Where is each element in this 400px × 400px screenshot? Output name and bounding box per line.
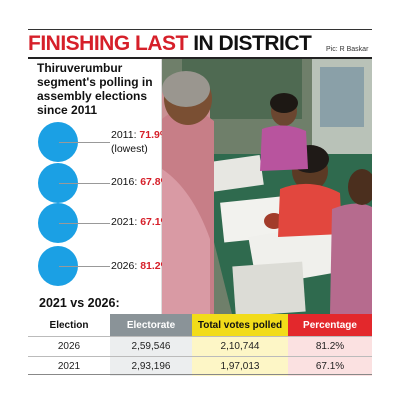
year-2026-connector	[59, 266, 110, 267]
photo-credit: Pic: R Baskar	[326, 46, 369, 53]
headline-part-red: FINISHING LAST	[28, 32, 188, 55]
polling-panel: Thiruverumbur segment's polling in assem…	[28, 59, 170, 314]
cell-electorate: 2,93,196	[110, 356, 192, 376]
cell-total-votes: 1,97,013	[192, 356, 288, 376]
year-2016-connector	[59, 183, 110, 184]
photo-illustration	[162, 59, 372, 314]
year-2021-connector	[59, 223, 110, 224]
table-header-row: Election Electorate Total votes polled P…	[28, 314, 372, 337]
header-election: Election	[28, 314, 110, 337]
headline-rule	[28, 57, 372, 59]
polling-booth-photo	[162, 59, 372, 314]
cell-election: 2026	[28, 336, 110, 357]
table-row: 2026 2,59,546 2,10,744 81.2%	[28, 336, 372, 357]
header-electorate: Electorate	[110, 314, 192, 337]
cell-electorate: 2,59,546	[110, 336, 192, 357]
cell-percentage: 67.1%	[288, 356, 372, 376]
table-row: 2021 2,93,196 1,97,013 67.1%	[28, 356, 372, 376]
header-percentage: Percentage	[288, 314, 372, 337]
headline: FINISHING LAST IN DISTRICT	[28, 31, 312, 57]
comparison-table: Election Electorate Total votes polled P…	[28, 314, 372, 376]
headline-part-black: IN DISTRICT	[193, 32, 312, 55]
cell-total-votes: 2,10,744	[192, 336, 288, 357]
comparison-title: 2021 vs 2026:	[37, 296, 122, 310]
cell-percentage: 81.2%	[288, 336, 372, 357]
year-2011-connector	[59, 142, 110, 143]
year-2011-label: 2011: 71.9%	[111, 129, 170, 141]
intro-text: Thiruverumbur segment's polling in assem…	[37, 61, 153, 117]
bottom-rule	[28, 374, 372, 375]
year-2011-note: (lowest)	[111, 143, 148, 155]
cell-election: 2021	[28, 356, 110, 376]
header-total-votes: Total votes polled	[192, 314, 288, 337]
top-rule	[28, 29, 372, 30]
